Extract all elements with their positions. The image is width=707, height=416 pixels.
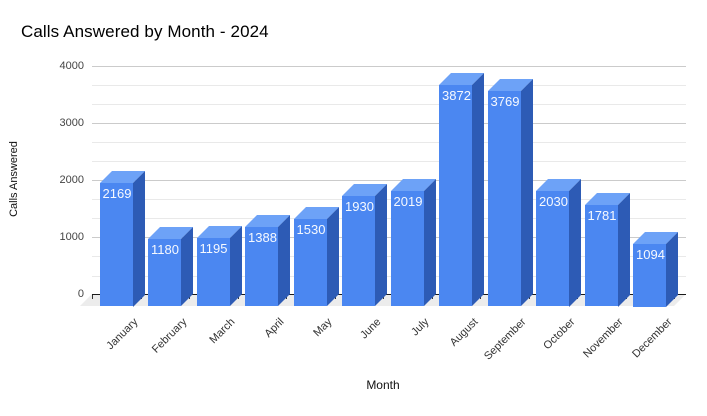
bar-value-label: 3872 [442,88,471,104]
bar-value-label: 2169 [102,185,132,201]
gridline-minor [92,142,686,144]
gridline-major [92,66,686,68]
gridline-minor [92,275,686,277]
bar-side-face [278,215,290,307]
bar-value-label: 2019 [393,194,423,210]
bar-side-face [666,232,678,307]
bar-front-face [633,244,666,307]
bar-value-label: 3769 [490,94,520,110]
x-axis-tick [92,295,93,299]
gridline-major [92,180,686,182]
chart-title: Calls Answered by Month - 2024 [21,22,269,41]
gridline-minor [92,104,686,106]
bar-side-face [132,170,145,307]
bar-side-face [472,73,484,307]
bar-value-label: 2030 [539,193,568,209]
bar-february: 1180 [148,227,193,307]
bar-july: 2019 [390,179,436,307]
bar-side-face [569,178,581,307]
bar-front-face [245,227,278,307]
bar-september: 3769 [487,79,533,307]
bar-side-face [229,226,242,307]
x-axis-line [92,294,686,295]
bar-value-label: 1781 [587,207,617,223]
bar-side-face [375,184,387,307]
bar-front-face [439,85,472,307]
gridline-minor [92,218,686,220]
bar-value-label: 1388 [248,230,277,246]
bar-april: 1388 [245,215,290,307]
y-axis-tick-label: 2000 [59,173,84,186]
bar-front-face [487,91,521,307]
y-axis-tick-label: 0 [77,288,84,300]
bar-front-face [196,238,230,307]
gridline-minor [92,85,686,87]
bar-side-face [617,192,630,307]
bar-value-label: 1930 [345,199,374,215]
bar-january: 2169 [99,170,145,307]
gridline-major [92,237,686,239]
y-axis-title: Calls Answered [8,141,20,217]
bar-front-face [536,190,569,307]
bar-value-label: 1094 [636,247,665,262]
bar-side-face [423,179,436,307]
gridline-minor [92,256,686,258]
x-axis-title: Month [366,378,400,392]
bar-front-face [584,204,618,307]
bar-front-face [148,239,181,307]
y-axis-tick-label: 4000 [59,59,84,72]
bar-october: 2030 [536,178,581,307]
bar-side-face [520,79,533,307]
gridline-minor [92,161,686,163]
bar-may: 1530 [293,207,339,307]
bar-august: 3872 [439,73,484,307]
gridline-major [92,123,686,125]
bar-november: 1781 [584,192,630,307]
bar-value-label: 1530 [296,222,326,238]
y-axis-tick-label: 1000 [59,230,84,243]
bar-front-face [342,196,375,307]
bar-june: 1930 [342,184,387,307]
bar-front-face [293,219,327,307]
y-axis-tick-label: 3000 [59,116,84,129]
bar-value-label: 1195 [199,241,228,257]
gridline-minor [92,199,686,201]
bar-front-face [390,191,424,307]
bar-side-face [181,227,193,307]
bar-march: 1195 [196,226,242,307]
bar-december: 1094 [633,232,678,307]
bar-side-face [326,207,339,307]
bar-value-label: 1180 [151,242,179,258]
bar-front-face [99,182,133,307]
